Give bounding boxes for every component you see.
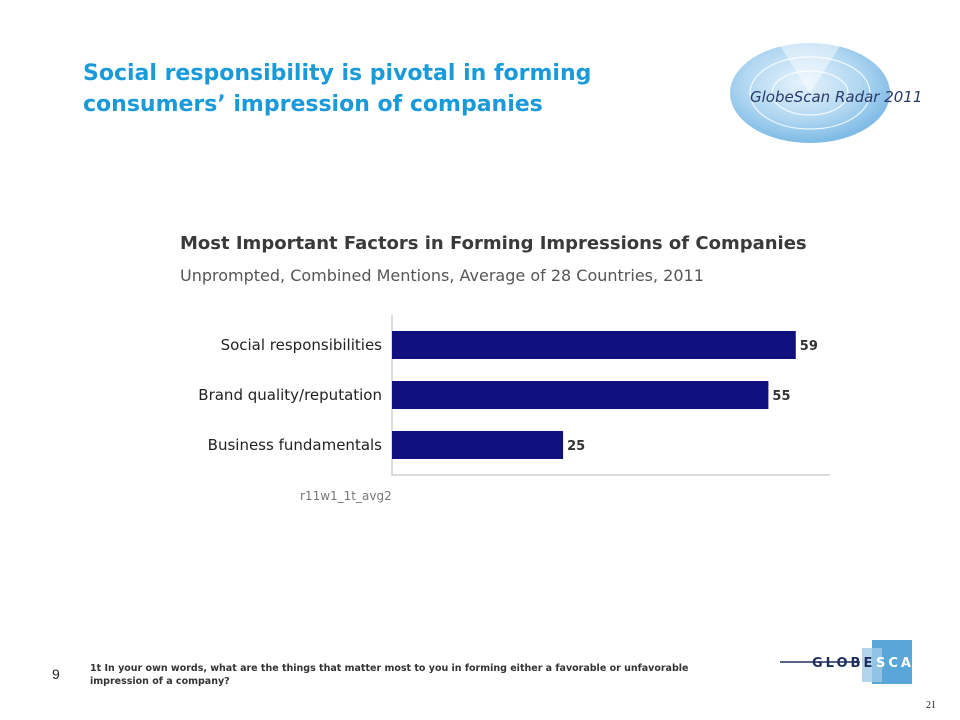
value-label-1: 55 — [772, 389, 790, 404]
category-label-2: Business fundamentals — [208, 436, 383, 454]
bar-1 — [392, 381, 769, 409]
chart-axis-frame — [391, 315, 830, 476]
value-label-2: 25 — [567, 439, 585, 454]
question-footnote: 1t In your own words, what are the thing… — [90, 663, 689, 687]
radar-logo-text: GlobeScan Radar 2011 — [750, 88, 922, 106]
category-label-0: Social responsibilities — [221, 336, 383, 354]
bar-2 — [392, 431, 564, 459]
chart-subtitle: Unprompted, Combined Mentions, Average o… — [180, 266, 704, 285]
globescan-logo-text-scan: SCAN — [876, 656, 928, 671]
radar-globe-icon — [730, 43, 890, 143]
chart-source-code: r11w1_1t_avg2 — [300, 489, 392, 503]
value-label-0: 59 — [800, 339, 818, 354]
slide-title-line-2: consumers’ impression of companies — [83, 92, 543, 117]
bar-chart: Social responsibilities 59 Brand quality/r… — [198, 315, 830, 476]
page-number: 9 — [52, 666, 60, 682]
category-label-1: Brand quality/reputation — [198, 386, 382, 404]
slide-counter: 21 — [926, 700, 936, 711]
globescan-logo: GLOBE SCAN — [780, 640, 928, 684]
globescan-radar-logo: GlobeScan Radar 2011 — [730, 42, 922, 143]
slide-title: Social responsibility is pivotal in form… — [83, 58, 643, 120]
bar-0 — [392, 331, 796, 359]
slide-title-line-1: Social responsibility is pivotal in form… — [83, 61, 592, 86]
globescan-logo-text-globe: GLOBE — [812, 656, 875, 671]
chart-title: Most Important Factors in Forming Impres… — [180, 233, 807, 254]
